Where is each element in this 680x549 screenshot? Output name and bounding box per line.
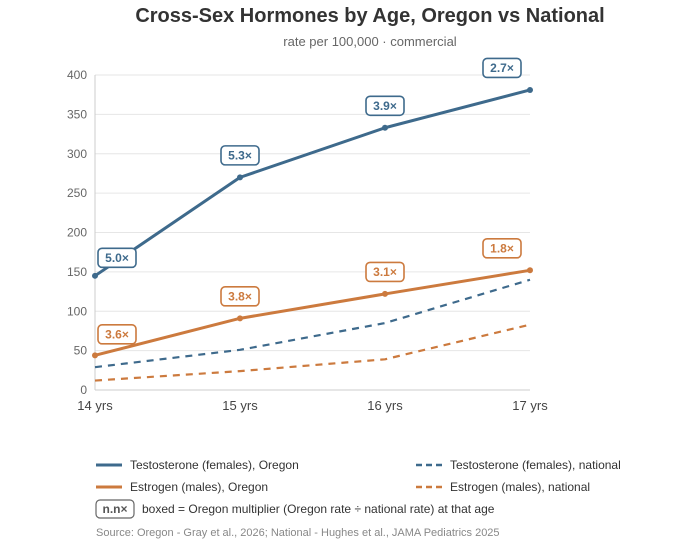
source-note: Source: Oregon - Gray et al., 2026; Nati… xyxy=(96,527,500,539)
series-line-testosterone-females-national xyxy=(94,278,531,369)
data-point-estrogen-males-oregon xyxy=(527,267,533,274)
legend-note: n.n× boxed = Oregon multiplier (Oregon ra… xyxy=(95,499,495,519)
legend-item: Testosterone (females), Oregon xyxy=(96,458,299,472)
y-tick-label: 150 xyxy=(67,265,87,279)
multiplier-box xyxy=(482,57,522,79)
y-tick-label: 300 xyxy=(67,147,87,161)
multiplier-label: 5.0× xyxy=(97,247,137,269)
multiplier-box xyxy=(220,286,260,307)
chart-title: Cross-Sex Hormones by Age, Oregon vs Nat… xyxy=(135,5,604,27)
legend-note-box-text: n.n× xyxy=(102,502,127,516)
x-tick-label: 14 yrs xyxy=(77,398,113,413)
series-line-estrogen-males-oregon xyxy=(94,268,531,357)
y-tick-label: 200 xyxy=(67,226,87,240)
x-tick-label: 15 yrs xyxy=(222,398,258,413)
data-point-estrogen-males-oregon xyxy=(237,315,243,322)
legend-note-box xyxy=(95,499,135,519)
data-point-testosterone-females-oregon xyxy=(92,272,98,279)
y-tick-label: 350 xyxy=(67,107,87,121)
multiplier-label: 3.8× xyxy=(220,286,260,307)
multiplier-box xyxy=(365,95,405,117)
multiplier-box xyxy=(482,238,522,259)
data-point-testosterone-females-oregon xyxy=(527,86,533,93)
multiplier-label: 1.8× xyxy=(482,238,522,259)
grid-layer: 0 50 100 150 200 250 300 350 400 14 yrs 15 yrs 16 y… xyxy=(67,68,548,413)
multiplier-label: 2.7× xyxy=(482,57,522,79)
series-layer xyxy=(94,88,531,382)
multiplier-box xyxy=(365,261,405,283)
multiplier-label: 5.3× xyxy=(220,145,260,166)
data-point-testosterone-females-oregon xyxy=(237,174,243,181)
multiplier-text: 5.0× xyxy=(105,251,129,265)
chart-subtitle: rate per 100,000 · commercial xyxy=(283,34,457,49)
series-line-testosterone-females-oregon xyxy=(94,88,531,278)
multiplier-text: 1.8× xyxy=(490,241,514,255)
multiplier-label: 3.6× xyxy=(97,324,137,345)
legend-item: Estrogen (males), national xyxy=(416,480,590,494)
data-point-estrogen-males-oregon xyxy=(382,290,388,297)
legend-item: Testosterone (females), national xyxy=(416,458,621,472)
multiplier-text: 5.3× xyxy=(228,148,252,162)
y-tick-label: 250 xyxy=(67,186,87,200)
x-tick-label: 16 yrs xyxy=(367,398,403,413)
legend-label: Estrogen (males), Oregon xyxy=(130,480,268,494)
multiplier-text: 3.1× xyxy=(373,265,397,279)
multiplier-label: 3.1× xyxy=(365,261,405,283)
y-tick-label: 0 xyxy=(80,383,87,397)
x-tick-label: 17 yrs xyxy=(512,398,548,413)
multiplier-box xyxy=(97,324,137,345)
data-labels-layer: 5.0× 5.3× 3.9× 2.7× 3.6× 3.8× 3.1× 1.8× xyxy=(97,57,522,345)
multiplier-box xyxy=(97,247,137,269)
legend-label: Testosterone (females), Oregon xyxy=(130,458,299,472)
legend-label: Testosterone (females), national xyxy=(450,458,621,472)
y-tick-label: 100 xyxy=(67,304,87,318)
multiplier-text: 3.6× xyxy=(105,327,129,341)
legend-label: Estrogen (males), national xyxy=(450,480,590,494)
series-line-estrogen-males-national xyxy=(94,323,531,382)
data-point-testosterone-females-oregon xyxy=(382,124,388,131)
legend: Testosterone (females), Oregon Testostero… xyxy=(95,458,621,519)
legend-item: Estrogen (males), Oregon xyxy=(96,480,268,494)
y-tick-label: 50 xyxy=(74,344,88,358)
multiplier-text: 3.8× xyxy=(228,289,252,303)
multiplier-box xyxy=(220,145,260,166)
multiplier-text: 2.7× xyxy=(490,61,514,75)
legend-note-text: boxed = Oregon multiplier (Oregon rate ÷… xyxy=(142,502,495,516)
multiplier-label: 3.9× xyxy=(365,95,405,117)
y-tick-label: 400 xyxy=(67,68,87,82)
multiplier-text: 3.9× xyxy=(373,99,397,113)
data-point-estrogen-males-oregon xyxy=(92,352,98,359)
points-layer xyxy=(92,86,533,359)
